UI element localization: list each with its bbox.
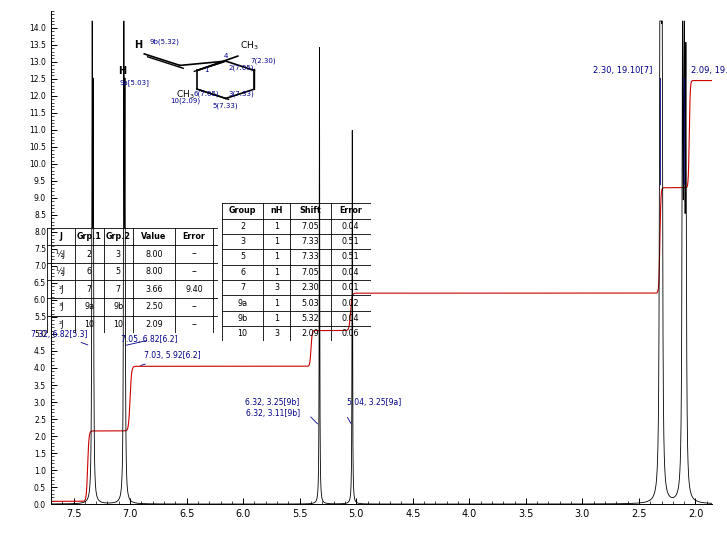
Text: 2.30, 19.10[7]: 2.30, 19.10[7] — [593, 66, 653, 75]
Text: 1: 1 — [204, 67, 208, 74]
Text: 2.09, 19.10[10]: 2.09, 19.10[10] — [691, 66, 727, 75]
Text: 4: 4 — [223, 53, 228, 59]
Text: 7.33: 7.33 — [302, 237, 319, 246]
Text: ³J: ³J — [58, 302, 64, 312]
Text: 7.03, 5.92[6.2]: 7.03, 5.92[6.2] — [140, 351, 200, 365]
Text: 3: 3 — [240, 237, 245, 246]
Text: --: -- — [191, 267, 197, 276]
Text: 2.09: 2.09 — [145, 320, 163, 329]
Text: ²J: ²J — [58, 320, 64, 329]
Text: 3: 3 — [274, 283, 279, 292]
Text: ²J: ²J — [58, 285, 64, 294]
Text: 7.33: 7.33 — [302, 253, 319, 261]
Text: 9b: 9b — [113, 302, 124, 312]
Text: 7: 7 — [87, 285, 92, 294]
Text: 5.04, 3.25[9a]: 5.04, 3.25[9a] — [348, 398, 401, 408]
Text: 9b(5.32): 9b(5.32) — [149, 38, 180, 44]
Text: 9a: 9a — [84, 302, 95, 312]
Text: 0.02: 0.02 — [342, 299, 359, 307]
Text: 9a[5.03]: 9a[5.03] — [119, 79, 149, 86]
Text: 1: 1 — [274, 253, 279, 261]
Text: 5: 5 — [240, 253, 245, 261]
Text: 0.51: 0.51 — [342, 237, 359, 246]
Text: 10: 10 — [84, 320, 94, 329]
Text: 2: 2 — [240, 222, 245, 231]
Text: 5.32: 5.32 — [302, 314, 319, 323]
Text: 8.00: 8.00 — [145, 249, 163, 259]
Text: 0.04: 0.04 — [342, 314, 359, 323]
Text: 1: 1 — [274, 314, 279, 323]
Text: 6.32, 3.25[9b]: 6.32, 3.25[9b] — [246, 398, 300, 408]
Text: --: -- — [191, 302, 197, 312]
Text: --: -- — [191, 249, 197, 259]
Text: 2: 2 — [87, 249, 92, 259]
Text: 2.09: 2.09 — [302, 330, 319, 338]
Text: 1: 1 — [274, 299, 279, 307]
Text: Grp.2: Grp.2 — [105, 232, 131, 241]
Text: H: H — [134, 40, 142, 50]
Text: 8.00: 8.00 — [145, 267, 163, 276]
Text: 5: 5 — [116, 267, 121, 276]
Text: 9.40: 9.40 — [185, 285, 203, 294]
Text: 0.06: 0.06 — [342, 330, 359, 338]
Text: 7.05, 6.82[6.2]: 7.05, 6.82[6.2] — [121, 335, 177, 345]
Text: 6: 6 — [87, 267, 92, 276]
Text: 0.51: 0.51 — [342, 253, 359, 261]
Text: Group: Group — [229, 207, 257, 215]
Text: CH$_3$: CH$_3$ — [241, 39, 259, 52]
Text: nH: nH — [270, 207, 283, 215]
Text: 0.01: 0.01 — [342, 283, 359, 292]
Text: 9b: 9b — [238, 314, 248, 323]
Text: 10(2.09): 10(2.09) — [170, 98, 200, 104]
Text: 3(7.33): 3(7.33) — [229, 90, 254, 96]
Text: 10: 10 — [113, 320, 123, 329]
Text: 2.30: 2.30 — [302, 283, 319, 292]
Text: ½J: ½J — [56, 267, 66, 276]
Text: 7: 7 — [116, 285, 121, 294]
Text: Error: Error — [182, 232, 206, 241]
Text: CH$_3$: CH$_3$ — [176, 88, 194, 101]
Text: Error: Error — [340, 207, 362, 215]
Text: 5(7.33): 5(7.33) — [213, 102, 238, 109]
Text: 3.66: 3.66 — [145, 285, 163, 294]
Text: 3: 3 — [116, 249, 121, 259]
Text: Shift: Shift — [300, 207, 321, 215]
Text: 0.04: 0.04 — [342, 268, 359, 277]
Text: 3: 3 — [274, 330, 279, 338]
Text: Value: Value — [141, 232, 166, 241]
Text: 7.32, 6.82[5.3]: 7.32, 6.82[5.3] — [31, 330, 88, 345]
Text: --: -- — [191, 320, 197, 329]
Text: 7(2.30): 7(2.30) — [251, 57, 276, 64]
Text: ½J: ½J — [56, 249, 66, 259]
Text: 0.04: 0.04 — [342, 222, 359, 231]
Text: 6(7.05): 6(7.05) — [193, 90, 219, 96]
Text: 6: 6 — [240, 268, 245, 277]
Text: Grp.1: Grp.1 — [76, 232, 102, 241]
Text: 2.50: 2.50 — [145, 302, 163, 312]
Text: 2(7.05): 2(7.05) — [229, 64, 254, 71]
Text: 1: 1 — [274, 222, 279, 231]
Text: 1: 1 — [274, 268, 279, 277]
Text: J: J — [60, 232, 63, 241]
Text: 7.05: 7.05 — [302, 268, 319, 277]
Text: H: H — [119, 66, 126, 76]
Text: 6.32, 3.11[9b]: 6.32, 3.11[9b] — [246, 409, 300, 418]
Text: 10: 10 — [238, 330, 248, 338]
Text: 9a: 9a — [238, 299, 248, 307]
Text: 5.03: 5.03 — [302, 299, 319, 307]
Text: 1: 1 — [274, 237, 279, 246]
Text: 7.05: 7.05 — [302, 222, 319, 231]
Text: 7: 7 — [240, 283, 245, 292]
